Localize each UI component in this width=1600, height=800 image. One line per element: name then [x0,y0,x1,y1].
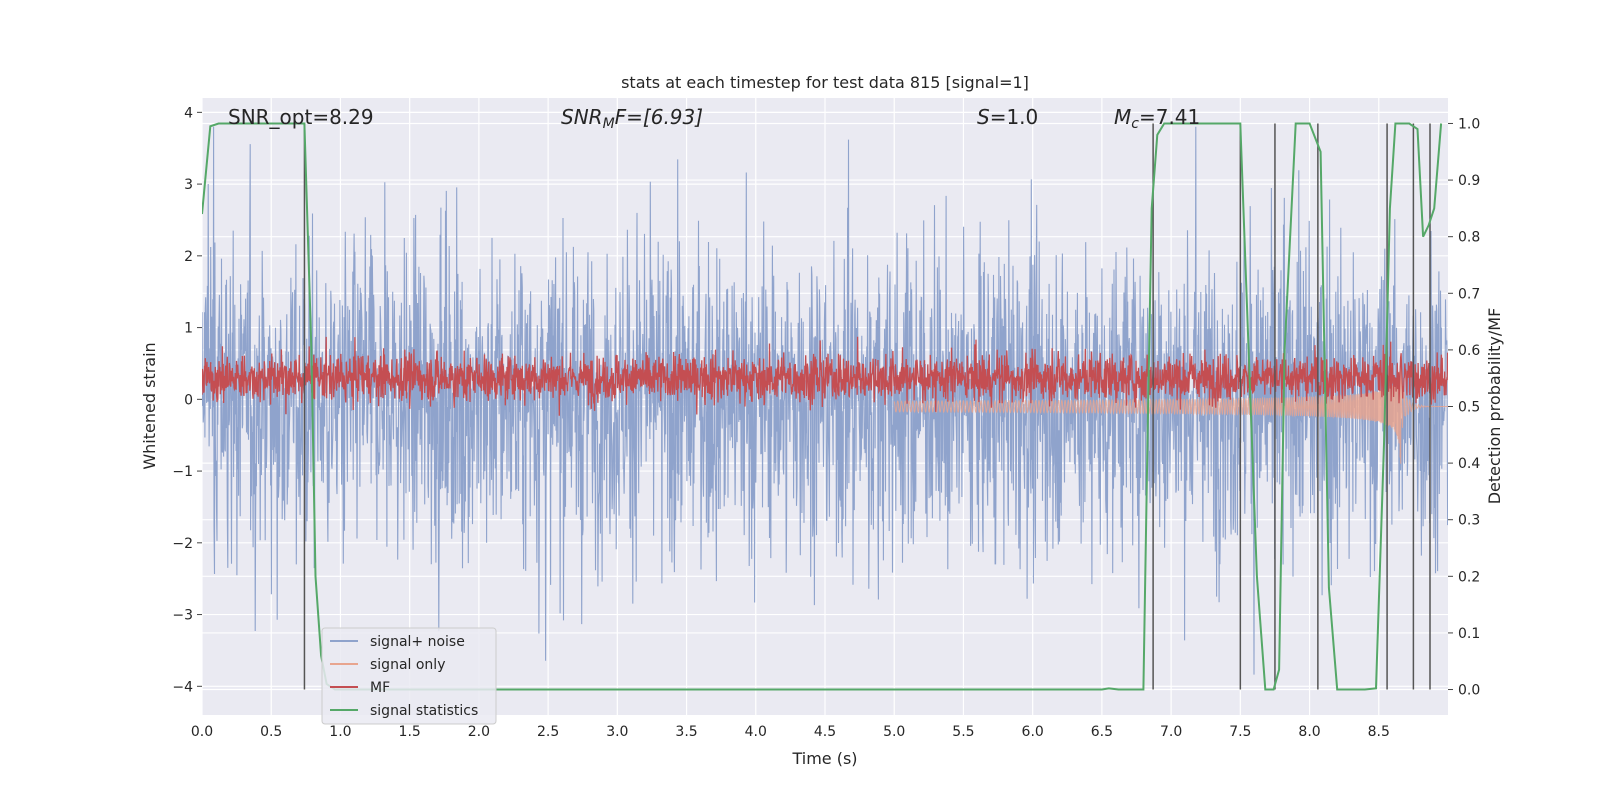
y-tick-label: 1 [184,321,193,337]
annotation-s-name: S [977,105,990,129]
right-tick-label: 0.0 [1458,683,1480,699]
annotation-s-rest: =1.0 [990,105,1039,129]
right-tick-label: 0.6 [1458,343,1480,359]
x-tick-label: 0.0 [191,724,213,740]
right-tick-label: 0.7 [1458,286,1480,302]
series-layer [202,122,1448,691]
right-tick-label: 0.1 [1458,626,1480,642]
annotation-snr-opt: SNR_opt=8.29 [228,105,374,129]
annotation-snr-mf: SNRMF=[6.93] [561,105,703,132]
x-tick-label: 6.5 [1091,724,1113,740]
y-tick-label: 2 [184,249,193,265]
y-axis-ticks: −4 −3 −2 −1 0 1 2 3 4 [172,105,202,695]
annotation-mc: Mc=7.41 [1114,105,1200,132]
legend-label-stats: signal statistics [370,703,478,719]
y-axis-label: Whitened strain [140,342,159,469]
x-tick-label: 7.5 [1229,724,1251,740]
annotation-mc-name: M [1114,105,1131,129]
legend-box [321,627,497,725]
y-tick-label: −1 [172,464,193,480]
chart-title: stats at each timestep for test data 815… [621,73,1029,92]
legend-label-mf: MF [370,680,390,696]
legend: signal+ noise signal only MF signal stat… [321,627,497,725]
annotation-mc-rest: =7.41 [1139,105,1200,129]
y-tick-label: 0 [184,392,193,408]
x-tick-label: 0.5 [260,724,282,740]
right-tick-label: 0.3 [1458,513,1480,529]
x-tick-label: 2.0 [468,724,490,740]
right-tick-label: 0.5 [1458,400,1480,416]
x-tick-label: 3.5 [675,724,697,740]
y-tick-label: −3 [172,608,193,624]
series-signal-statistics [202,122,1443,691]
x-axis-ticks: 0.0 0.5 1.0 1.5 2.0 2.5 3.0 3.5 4.0 4.5 5.0 5.5 6.0 6… [191,724,1390,740]
x-axis-label: Time (s) [791,749,857,768]
x-tick-label: 4.0 [745,724,767,740]
y-tick-label: −2 [172,536,193,552]
annotation-snr-mf-name: SNR [561,105,603,129]
y-tick-label: 4 [184,105,193,121]
x-tick-label: 5.5 [952,724,974,740]
right-tick-label: 0.2 [1458,569,1480,585]
x-tick-label: 8.5 [1368,724,1390,740]
legend-label-signal: signal only [370,657,445,673]
x-tick-label: 3.0 [606,724,628,740]
y-tick-label: 3 [184,177,193,193]
right-axis-label: Detection probability/MF [1485,308,1504,505]
x-tick-label: 2.5 [537,724,559,740]
annotation-mc-sub: c [1131,116,1139,132]
right-tick-label: 1.0 [1458,116,1480,132]
annotation-snr-mf-rest: F=[6.93] [615,105,703,129]
x-tick-label: 1.5 [399,724,421,740]
right-tick-label: 0.9 [1458,173,1480,189]
x-tick-label: 6.0 [1022,724,1044,740]
x-tick-label: 5.0 [883,724,905,740]
right-tick-label: 0.4 [1458,456,1480,472]
y-tick-label: −4 [172,679,193,695]
right-tick-label: 0.8 [1458,230,1480,246]
annotation-s: S=1.0 [977,105,1038,129]
legend-label-noise: signal+ noise [370,634,465,650]
annotation-snr-mf-sub: M [603,116,615,132]
x-tick-label: 4.5 [814,724,836,740]
x-tick-label: 7.0 [1160,724,1182,740]
x-tick-label: 1.0 [329,724,351,740]
x-tick-label: 8.0 [1298,724,1320,740]
right-axis-ticks: 0.0 0.1 0.2 0.3 0.4 0.5 0.6 0.7 0.8 0.9 1.0 [1448,116,1480,699]
